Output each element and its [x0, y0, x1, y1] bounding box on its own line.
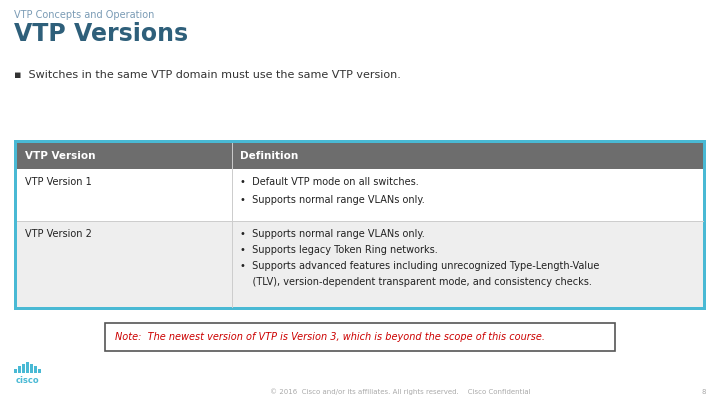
Bar	[17, 143, 703, 307]
Bar	[38, 369, 41, 373]
Bar	[18, 366, 21, 373]
Text: Definition: Definition	[240, 151, 298, 161]
Text: Note:  The newest version of VTP is Version 3, which is beyond the scope of this: Note: The newest version of VTP is Versi…	[115, 332, 545, 342]
Text: VTP Versions: VTP Versions	[14, 22, 188, 46]
Bar	[22, 364, 25, 373]
Text: VTP Version 1: VTP Version 1	[25, 177, 91, 187]
Text: VTP Version: VTP Version	[25, 151, 96, 161]
Bar	[14, 369, 17, 373]
Bar	[17, 221, 703, 307]
Bar	[26, 362, 29, 373]
Text: ▪  Switches in the same VTP domain must use the same VTP version.: ▪ Switches in the same VTP domain must u…	[14, 70, 401, 80]
Text: •  Supports advanced features including unrecognized Type-Length-Value: • Supports advanced features including u…	[240, 261, 599, 271]
Text: •  Supports normal range VLANs only.: • Supports normal range VLANs only.	[240, 229, 425, 239]
Text: cisco: cisco	[15, 376, 39, 385]
Text: •  Supports normal range VLANs only.: • Supports normal range VLANs only.	[240, 195, 425, 205]
Text: VTP Concepts and Operation: VTP Concepts and Operation	[14, 10, 154, 20]
Bar	[105, 323, 615, 351]
Text: VTP Version 2: VTP Version 2	[25, 229, 92, 239]
Text: © 2016  Cisco and/or its affiliates. All rights reserved.    Cisco Confidential: © 2016 Cisco and/or its affiliates. All …	[270, 388, 531, 395]
Text: (TLV), version-dependent transparent mode, and consistency checks.: (TLV), version-dependent transparent mod…	[240, 277, 592, 287]
Bar	[17, 169, 703, 221]
Bar	[30, 364, 33, 373]
Text: •  Supports legacy Token Ring networks.: • Supports legacy Token Ring networks.	[240, 245, 438, 255]
Bar	[17, 143, 703, 169]
Bar	[14, 140, 706, 310]
Text: •  Default VTP mode on all switches.: • Default VTP mode on all switches.	[240, 177, 419, 187]
Text: 8: 8	[701, 389, 706, 395]
Bar	[34, 366, 37, 373]
